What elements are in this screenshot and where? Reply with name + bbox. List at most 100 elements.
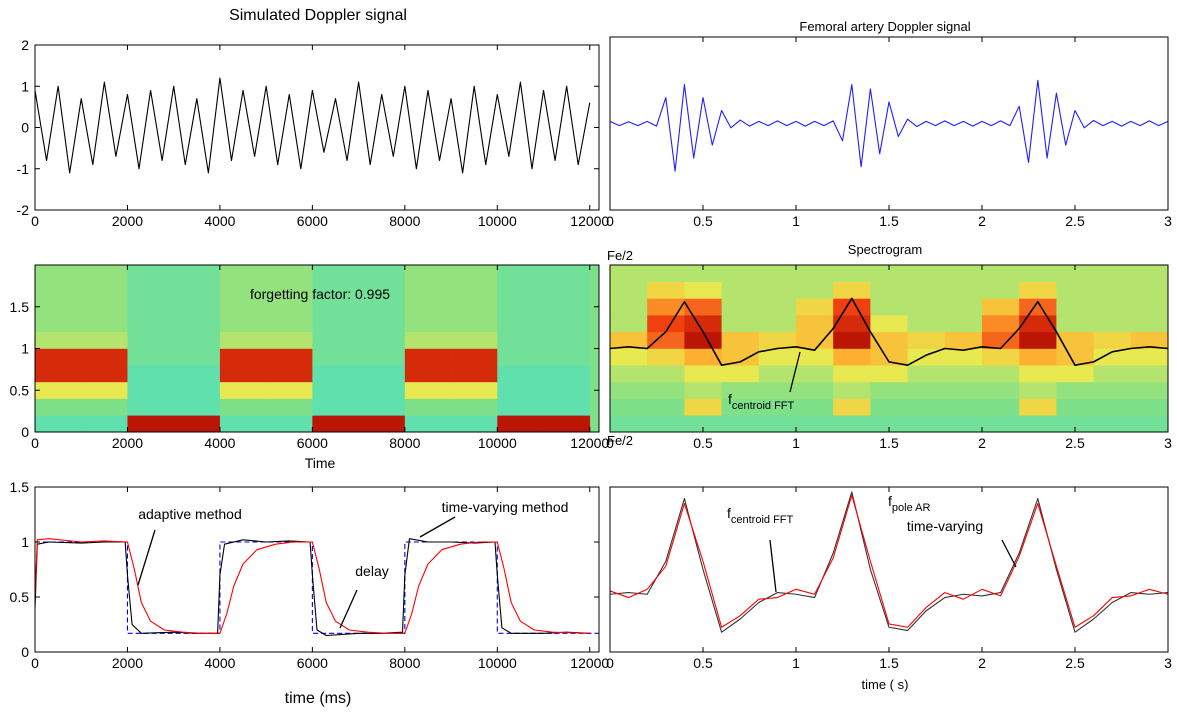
- heatmap-cell: [758, 331, 797, 349]
- heatmap-cell: [796, 398, 834, 416]
- heatmap-cell: [127, 398, 174, 416]
- heatmap-cell: [81, 398, 128, 416]
- heatmap-cell: [219, 281, 267, 299]
- heatmap-cell: [796, 281, 834, 299]
- heatmap-cell: [944, 265, 983, 282]
- x-tick-label: 4000: [204, 655, 235, 671]
- heatmap-cell: [1019, 331, 1057, 349]
- heatmap-cell: [1130, 281, 1169, 299]
- y-tick-label: 0.5: [10, 382, 30, 398]
- x-tick-label: 3: [1164, 435, 1172, 451]
- heatmap-cell: [358, 365, 406, 383]
- heatmap-cell: [35, 365, 82, 383]
- heatmap-cell: [907, 298, 946, 316]
- heatmap-cell: [312, 315, 359, 333]
- heatmap-cell: [721, 398, 760, 416]
- heatmap-cell: [543, 365, 591, 383]
- heatmap-cell: [684, 415, 722, 433]
- heatmap-cell: [684, 381, 722, 399]
- heatmap-cell: [647, 348, 685, 366]
- heatmap-cell: [35, 265, 82, 282]
- heatmap-cell: [451, 331, 498, 349]
- heatmap-cell: [543, 348, 591, 366]
- heatmap-cell: [684, 265, 722, 282]
- heatmap-cell: [610, 281, 648, 299]
- heatmap-cell: [647, 281, 685, 299]
- heatmap-cell: [1093, 415, 1132, 433]
- x-tick-label: 12000: [570, 213, 609, 229]
- heatmap-cell: [982, 365, 1020, 383]
- heatmap-cell: [721, 415, 760, 433]
- y-tick-label: 0: [21, 424, 29, 440]
- x-tick-label: 4000: [204, 213, 235, 229]
- heatmap-cell: [497, 265, 544, 282]
- heatmap-cell: [404, 398, 452, 416]
- heatmap-cell: [404, 298, 452, 316]
- heatmap-cell: [796, 298, 834, 316]
- x-axis-label: Time: [305, 455, 336, 471]
- heatmap-cell: [1056, 415, 1094, 433]
- heatmap-cell: [684, 365, 722, 383]
- annotation-symbol: f: [727, 505, 731, 521]
- heatmap-cell: [266, 381, 313, 399]
- y-tick-label: 0: [21, 120, 29, 136]
- heatmap-cell: [982, 415, 1020, 433]
- heatmap-cell: [1019, 315, 1057, 333]
- heatmap-cell: [451, 315, 498, 333]
- heatmap-cell: [266, 265, 313, 282]
- annotation: time-varying: [907, 518, 983, 534]
- heatmap-cell: [721, 365, 760, 383]
- heatmap-cell: [758, 298, 797, 316]
- heatmap-cell: [758, 398, 797, 416]
- annotation-arrow: [789, 351, 801, 393]
- annotation-symbol: f: [728, 391, 732, 407]
- x-tick-label: 12000: [570, 435, 609, 451]
- heatmap-cell: [870, 331, 908, 349]
- heatmap-cell: [81, 381, 128, 399]
- x-tick-label: 0.5: [693, 213, 713, 229]
- x-tick-label: 2: [978, 435, 986, 451]
- x-tick-label: 1: [792, 213, 800, 229]
- heatmap-cell: [81, 348, 128, 366]
- heatmap-cell: [173, 315, 221, 333]
- annotation: fcentroid FFT: [727, 505, 794, 526]
- heatmap-cell: [127, 415, 174, 433]
- panel: 0 0.5 1 1.5 2 2.5 3 Spectrogram Fe/2 Fe/2 fcentroi…: [606, 242, 1172, 451]
- heatmap-cell: [358, 315, 406, 333]
- heatmap-cell: [1056, 298, 1094, 316]
- heatmap-cell: [35, 331, 82, 349]
- x-tick-label: 0: [31, 435, 39, 451]
- heatmap-cell: [944, 348, 983, 366]
- heatmap-cell: [796, 348, 834, 366]
- heatmap-cell: [610, 365, 648, 383]
- chart-title: Simulated Doppler signal: [229, 7, 407, 24]
- heatmap-cell: [1056, 348, 1094, 366]
- annotation: time-varying method: [442, 499, 569, 515]
- heatmap-cell: [127, 281, 174, 299]
- heatmap-cell: [312, 348, 359, 366]
- heatmap-cell: [1093, 298, 1132, 316]
- heatmap-cell: [833, 331, 871, 349]
- heatmap-cell: [833, 415, 871, 433]
- heatmap-cell: [404, 331, 452, 349]
- heatmap-cell: [312, 415, 359, 433]
- heatmap-cell: [35, 281, 82, 299]
- heatmap-cell: [1093, 348, 1132, 366]
- heatmap-cell: [358, 348, 406, 366]
- heatmap-cell: [173, 281, 221, 299]
- x-tick-label: 8000: [389, 655, 420, 671]
- x-tick-label: 2000: [112, 655, 143, 671]
- heatmap-cell: [721, 331, 760, 349]
- x-tick-label: 8000: [389, 213, 420, 229]
- heatmap-cell: [796, 365, 834, 383]
- annotation-subscript: pole AR: [892, 502, 931, 514]
- heatmap-cell: [404, 265, 452, 282]
- heatmap-cell: [907, 315, 946, 333]
- heatmap-cell: [219, 315, 267, 333]
- heatmap-cell: [721, 298, 760, 316]
- heatmap-cell: [358, 265, 406, 282]
- heatmap-cell: [833, 281, 871, 299]
- x-tick-label: 0: [606, 213, 614, 229]
- heatmap-cell: [907, 381, 946, 399]
